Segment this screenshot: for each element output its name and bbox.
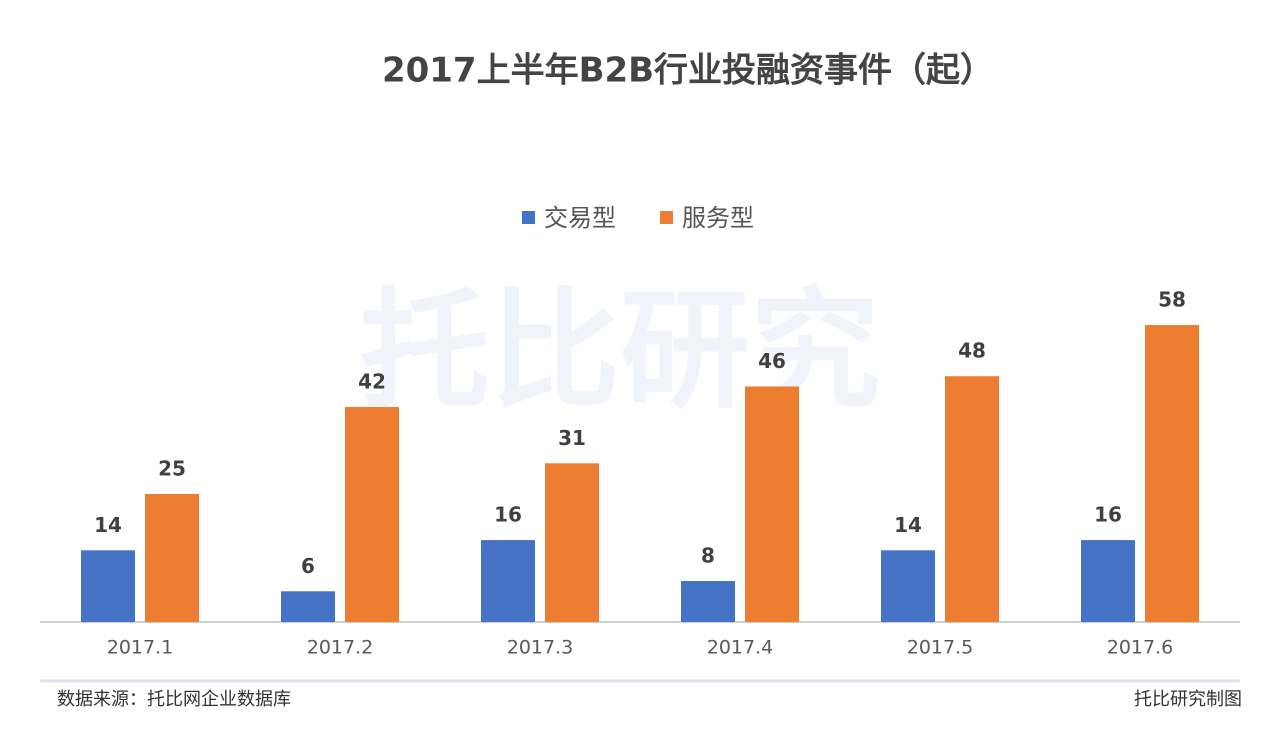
- x-tick-label: 2017.5: [907, 637, 973, 659]
- bar: [545, 463, 599, 622]
- legend-swatch: [660, 211, 673, 224]
- data-label: 48: [958, 339, 986, 363]
- data-label: 16: [494, 503, 522, 527]
- bar: [1145, 325, 1199, 622]
- legend-swatch: [522, 211, 535, 224]
- x-tick-label: 2017.3: [507, 637, 573, 659]
- data-label: 42: [358, 369, 386, 393]
- data-label: 14: [94, 513, 122, 537]
- data-label: 8: [701, 544, 715, 568]
- bar: [1081, 540, 1135, 622]
- x-tick-label: 2017.1: [107, 637, 173, 659]
- bar: [881, 550, 935, 622]
- legend-label: 交易型: [544, 204, 616, 232]
- bar: [145, 494, 199, 622]
- x-tick-label: 2017.2: [307, 637, 373, 659]
- source-note: 数据来源：托比网企业数据库: [57, 689, 291, 710]
- data-label: 6: [301, 554, 315, 578]
- data-label: 58: [1158, 288, 1186, 312]
- bar: [481, 540, 535, 622]
- watermark: 托比研究: [360, 275, 880, 427]
- bar: [281, 591, 335, 622]
- legend-label: 服务型: [682, 204, 754, 232]
- credit: 托比研究制图: [1134, 689, 1242, 710]
- x-tick-label: 2017.6: [1107, 637, 1173, 659]
- data-label: 25: [158, 457, 186, 481]
- bar: [81, 550, 135, 622]
- chart-title: 2017上半年B2B行业投融资事件（起）: [382, 51, 994, 91]
- data-label: 14: [894, 513, 922, 537]
- bar: [945, 376, 999, 622]
- bar: [745, 386, 799, 622]
- data-label: 46: [758, 349, 786, 373]
- data-label: 31: [558, 426, 586, 450]
- data-label: 16: [1094, 503, 1122, 527]
- bar: [681, 581, 735, 622]
- x-tick-label: 2017.4: [707, 637, 773, 659]
- bar: [345, 406, 399, 622]
